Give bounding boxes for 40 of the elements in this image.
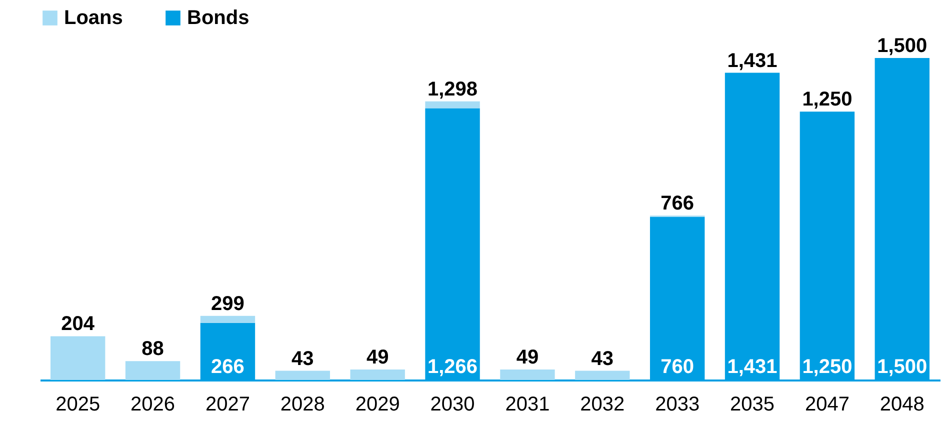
data-label: 266 [211, 356, 244, 378]
bar [50, 336, 106, 380]
x-tick-label: 2029 [355, 394, 400, 416]
x-tick-label: 2033 [655, 394, 700, 416]
total-label: 49 [366, 346, 389, 368]
x-tick-label: 2030 [430, 394, 475, 416]
total-label: 766 [660, 192, 694, 215]
x-tick-label: 2035 [730, 394, 775, 416]
x-tick-label: 2028 [280, 394, 325, 416]
bar [500, 369, 555, 380]
legend-label: Bonds [187, 7, 250, 29]
x-tick-label: 2031 [505, 394, 550, 416]
bar [425, 101, 480, 108]
x-tick-label: 2032 [580, 394, 625, 416]
legend-label: Loans [64, 7, 123, 29]
bar [125, 361, 180, 380]
total-label: 88 [142, 338, 164, 360]
bar [575, 370, 630, 380]
total-label: 1,298 [428, 78, 478, 100]
total-label: 299 [211, 292, 244, 315]
total-label: 204 [61, 313, 96, 336]
total-label: 1,431 [727, 50, 778, 72]
x-tick-label: 2026 [130, 394, 176, 416]
bar [350, 369, 405, 380]
x-tick-label: 2048 [880, 394, 924, 416]
data-label: 1,266 [428, 356, 478, 378]
data-label: 1,500 [877, 356, 928, 378]
data-label: 1,431 [727, 356, 778, 378]
x-tick-label: 2027 [205, 394, 250, 416]
total-label: 1,250 [802, 88, 852, 111]
bar [200, 316, 256, 323]
x-tick-label: 2025 [56, 394, 100, 416]
total-label: 49 [516, 346, 539, 368]
bar [275, 370, 330, 380]
data-label: 1,250 [802, 356, 852, 378]
total-label: 1,500 [877, 35, 928, 57]
total-label: 43 [292, 348, 314, 370]
total-label: 43 [591, 348, 614, 370]
data-label: 760 [660, 356, 694, 378]
x-tick-label: 2047 [804, 394, 850, 416]
